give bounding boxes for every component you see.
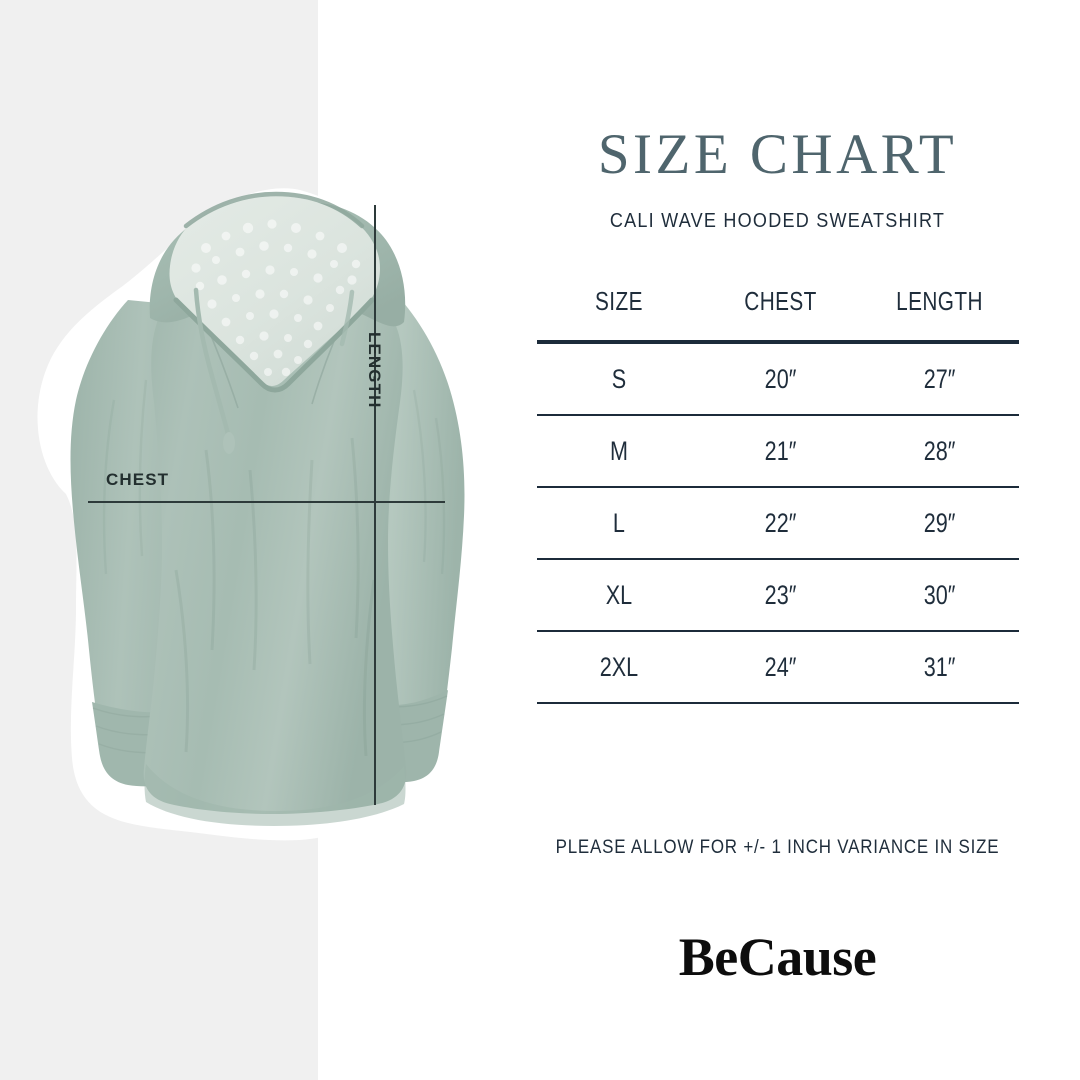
variance-note: PLEASE ALLOW FOR +/- 1 INCH VARIANCE IN … (555, 836, 1000, 858)
cell-size: XL (553, 559, 685, 632)
cell-chest: 24″ (716, 631, 845, 704)
cell-length: 27″ (875, 342, 1004, 416)
table-row: L 22″ 29″ (537, 487, 1019, 560)
table-header-row: SIZE CHEST LENGTH (537, 288, 1019, 342)
page-title: SIZE CHART (597, 123, 958, 186)
cell-chest: 22″ (716, 487, 845, 560)
table-row: M 21″ 28″ (537, 415, 1019, 488)
cell-length: 30″ (875, 559, 1004, 632)
cell-size: L (553, 487, 685, 560)
cell-chest: 20″ (716, 342, 845, 416)
size-table-body: S 20″ 27″ M 21″ 28″ L 22″ 29″ XL 23″ (537, 342, 1019, 704)
cell-size: M (553, 415, 685, 488)
table-row: S 20″ 27″ (537, 342, 1019, 416)
table-row: XL 23″ 30″ (537, 559, 1019, 632)
column-header-length: LENGTH (896, 286, 983, 316)
cell-length: 28″ (875, 415, 1004, 488)
cell-size: 2XL (553, 631, 685, 704)
cell-chest: 23″ (716, 559, 845, 632)
cell-chest: 21″ (716, 415, 845, 488)
column-header-chest: CHEST (744, 286, 817, 316)
table-row: 2XL 24″ 31″ (537, 631, 1019, 704)
cell-length: 29″ (875, 487, 1004, 560)
product-image (0, 150, 540, 890)
brand-logo: BeCause (678, 927, 877, 987)
column-header-size: SIZE (595, 286, 643, 316)
info-column: SIZE CHART CALI WAVE HOODED SWEATSHIRT S… (520, 0, 1080, 1080)
size-table-head: SIZE CHEST LENGTH (537, 288, 1019, 342)
cell-size: S (553, 342, 685, 416)
size-table: SIZE CHEST LENGTH S 20″ 27″ M 21″ 28″ L (537, 288, 1019, 704)
product-name-subtitle: CALI WAVE HOODED SWEATSHIRT (609, 209, 946, 232)
cell-length: 31″ (875, 631, 1004, 704)
